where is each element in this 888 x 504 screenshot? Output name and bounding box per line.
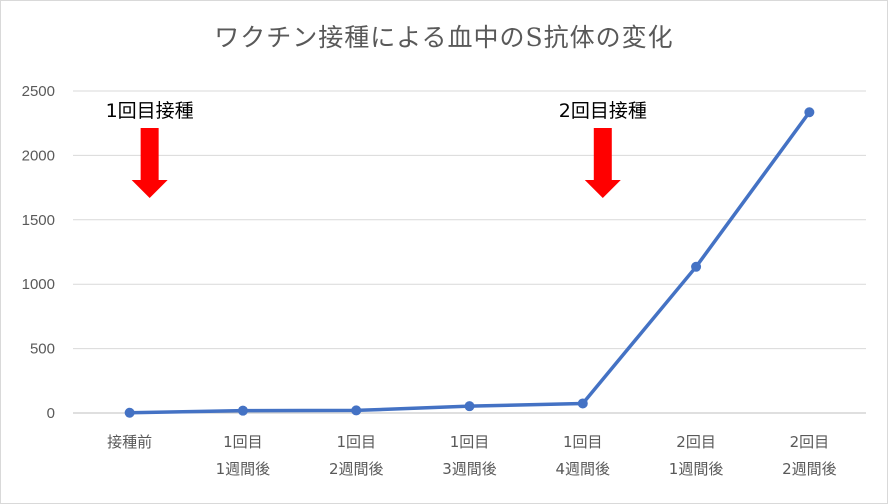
data-point [351, 405, 362, 416]
x-tick-label: 1回目 [223, 433, 263, 451]
y-tick-label: 2500 [22, 83, 55, 100]
x-tick-label: 1週間後 [669, 460, 724, 478]
x-tick-label: 1回目 [563, 433, 603, 451]
y-tick-label: 1500 [22, 212, 55, 229]
chart-title: ワクチン接種による血中のS抗体の変化 [214, 23, 674, 52]
y-tick-label: 2000 [22, 147, 55, 164]
x-tick-label: 1回目 [450, 433, 490, 451]
x-tick-label: 1回目 [336, 433, 376, 451]
y-tick-label: 1000 [22, 276, 55, 293]
data-point [464, 401, 475, 412]
annotation-arrow [131, 128, 168, 198]
data-point [804, 107, 815, 118]
y-tick-label: 500 [30, 341, 55, 358]
x-tick-label: 接種前 [107, 433, 152, 451]
x-tick-label: 4週間後 [556, 460, 611, 478]
x-tick-label: 2週間後 [782, 460, 837, 478]
data-point [237, 405, 248, 416]
x-tick-label: 2回目 [676, 433, 716, 451]
y-tick-label: 0 [47, 405, 55, 422]
data-point [124, 407, 135, 418]
x-tick-label: 2回目 [790, 433, 830, 451]
annotation-arrow [584, 128, 621, 198]
annotation-label: 1回目接種 [106, 100, 194, 122]
data-point [691, 261, 702, 272]
series-line [127, 110, 812, 415]
x-tick-label: 3週間後 [442, 460, 497, 478]
data-point [577, 398, 588, 409]
annotation-label: 2回目接種 [559, 100, 647, 122]
x-tick-label: 1週間後 [216, 460, 271, 478]
x-tick-label: 2週間後 [329, 460, 384, 478]
